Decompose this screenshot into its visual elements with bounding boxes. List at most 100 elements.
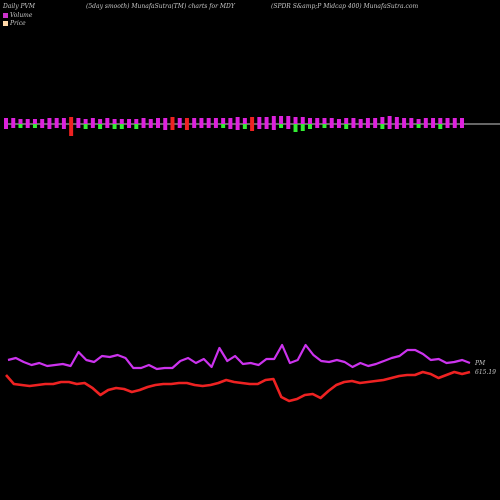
volume-bar-up [40,119,45,124]
volume-bar-up [199,118,204,124]
volume-bar-up [90,118,95,124]
volume-bar-up [264,117,269,124]
volume-bar-up [69,117,74,124]
volume-bar-down [98,124,103,129]
volume-bar-up [156,118,160,124]
volume-bar-up [141,118,146,124]
legend-volume-label: Volume [10,12,33,19]
volume-bar-up [300,117,305,124]
legend-price: Price [3,20,26,27]
volume-bar-down [18,124,23,128]
volume-bar-up [163,118,168,124]
volume-bar-down [83,124,88,129]
volume-bar-up [221,118,226,124]
volume-bar-down [221,124,226,128]
volume-bar-up [279,116,284,124]
volume-bar-down [69,124,74,136]
volume-bar-up [213,118,218,124]
volume-bar-down [177,124,182,128]
volume-bar-down [286,124,291,129]
volume-bar-down [47,124,52,129]
volume-bar-down [387,124,392,129]
volume-bar-down [460,124,464,128]
volume-bar-down [380,124,385,129]
volume-bar-down [235,124,240,130]
volume-bar-down [90,124,95,128]
volume-bar-up [293,117,298,124]
volume-bar-down [264,124,269,129]
volume-bar-up [416,119,421,124]
volume-bar-down [416,124,421,128]
price-swatch [3,21,8,26]
volume-bar-down [409,124,414,128]
volume-bar-up [409,118,414,124]
volume-bar-down [329,124,334,128]
volume-bar-up [206,118,211,124]
volume-bar-down [134,124,139,129]
volume-bar-down [271,124,276,130]
volume-bar-down [127,124,132,128]
volume-bar-up [250,117,255,124]
volume-bar-up [315,118,320,124]
volume-bar-up [127,119,132,124]
chart-type-label: Daily PVM [3,3,36,10]
volume-bar-down [170,124,175,130]
volume-bar-down [40,124,45,128]
volume-bar-down [213,124,218,128]
volume-bar-down [365,124,370,128]
volume-bar-down [156,124,160,128]
volume-bar-up [54,118,59,124]
volume-bar-down [242,124,247,129]
volume-bar-up [438,118,443,124]
volume-bar-up [184,118,189,124]
volume-bar-up [32,119,37,124]
chart-title: (SPDR S&amp;P Midcap 400) MunafaSutra.co… [271,3,419,10]
volume-bar-up [402,118,407,124]
volume-bar-down [351,124,356,128]
volume-bar-down [373,124,378,128]
volume-swatch [3,13,8,18]
volume-bar-down [402,124,407,128]
volume-bar-down [25,124,30,128]
volume-bar-down [452,124,457,128]
volume-bar-down [250,124,255,131]
volume-bar-up [344,118,349,124]
volume-bar-up [235,117,240,124]
volume-bar-up [61,118,66,124]
volume-bar-up [329,118,334,124]
volume-bar-up [25,119,30,124]
volume-bar-up [358,119,363,124]
volume-bar-down [32,124,37,128]
volume-bar-up [308,118,312,124]
volume-bar-up [76,118,81,124]
volume-bar-up [460,118,464,124]
volume-bar-up [394,117,399,124]
volume-bar-down [336,124,341,128]
volume-bar-down [105,124,110,128]
volume-bar-up [257,117,262,124]
volume-bar-down [192,124,197,128]
volume-bar-down [322,124,327,128]
volume-bar-up [271,116,276,124]
volume-bar-up [365,118,370,124]
volume-bar-up [134,119,139,124]
legend-price-label: Price [10,20,26,27]
volume-bar-down [184,124,189,130]
volume-bar-up [148,119,153,124]
volume-bar-up [4,118,8,124]
volume-bar-down [119,124,124,129]
volume-bar-up [18,119,23,124]
volume-bar-down [423,124,428,128]
volume-bar-down [228,124,233,129]
volume-bar-up [322,118,327,124]
volume-bar-up [192,118,197,124]
volume-bar-up [336,119,341,124]
volume-bar-down [279,124,284,128]
volume-bar-down [344,124,349,129]
volume-bar-down [141,124,146,128]
volume-bar-down [206,124,211,128]
volume-bar-down [61,124,66,129]
price-end-label: 615.19 [475,369,496,376]
